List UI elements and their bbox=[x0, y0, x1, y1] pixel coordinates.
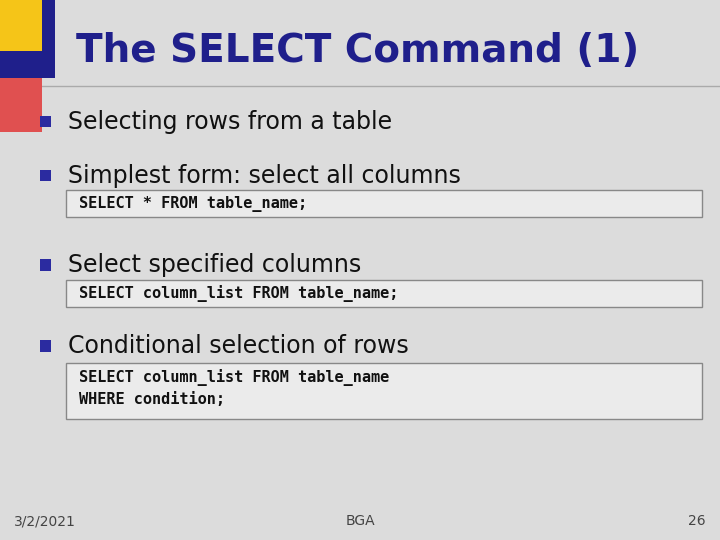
Bar bbox=[66, 280, 702, 307]
Bar bbox=[0, 51, 42, 78]
Text: SELECT * FROM table_name;: SELECT * FROM table_name; bbox=[79, 195, 307, 212]
Bar bbox=[40, 170, 52, 181]
Bar bbox=[40, 116, 52, 127]
Text: WHERE condition;: WHERE condition; bbox=[79, 392, 225, 407]
Bar bbox=[42, 0, 55, 78]
Text: Selecting rows from a table: Selecting rows from a table bbox=[68, 110, 392, 133]
Text: SELECT column_list FROM table_name: SELECT column_list FROM table_name bbox=[79, 369, 390, 386]
Text: 3/2/2021: 3/2/2021 bbox=[14, 514, 76, 528]
Bar bbox=[0, 78, 42, 132]
Bar bbox=[0, 0, 42, 78]
Text: Conditional selection of rows: Conditional selection of rows bbox=[68, 334, 409, 357]
Text: The SELECT Command (1): The SELECT Command (1) bbox=[76, 32, 639, 70]
Bar bbox=[40, 340, 52, 352]
Text: SELECT column_list FROM table_name;: SELECT column_list FROM table_name; bbox=[79, 285, 399, 302]
Text: Select specified columns: Select specified columns bbox=[68, 253, 361, 276]
Text: 26: 26 bbox=[688, 514, 706, 528]
Bar bbox=[66, 363, 702, 418]
Text: BGA: BGA bbox=[345, 514, 375, 528]
Bar bbox=[40, 259, 52, 271]
Bar bbox=[66, 190, 702, 217]
Text: Simplest form: select all columns: Simplest form: select all columns bbox=[68, 164, 462, 187]
